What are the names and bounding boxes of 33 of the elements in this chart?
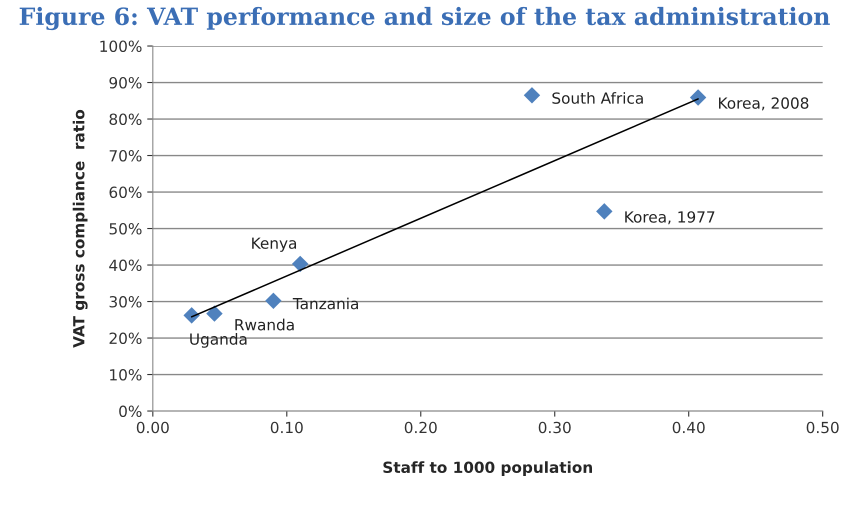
y-tick-label: 0% — [119, 406, 142, 418]
annotation: Korea, 1977 — [625, 211, 714, 224]
x-tick-label: 0.50 — [806, 422, 839, 434]
x-tick-label: 0.00 — [136, 422, 169, 434]
chart-title: Figure 6: VAT performance and size of the tax administration — [20, 6, 830, 30]
point — [206, 305, 223, 322]
x-tick-label: 0.30 — [538, 422, 571, 434]
annotation: Uganda — [190, 333, 246, 348]
x-tick-label: 0.40 — [672, 422, 705, 434]
annotation: South Africa — [552, 92, 643, 104]
x-axis-title: Staff to 1000 population — [383, 461, 592, 476]
point — [690, 89, 706, 106]
annotation: Rwanda — [235, 318, 294, 331]
x-tick-label: 0.10 — [270, 422, 303, 434]
annotation: Korea, 2008 — [719, 97, 808, 110]
y-tick-label: 40% — [109, 259, 142, 272]
y-tick-label: 70% — [110, 150, 142, 162]
point — [292, 256, 308, 272]
y-tick-label: 80% — [109, 113, 142, 126]
y-tick-label: 100% — [100, 40, 142, 52]
x-tick-label: 0.20 — [404, 422, 437, 434]
point — [596, 203, 613, 220]
point — [524, 87, 540, 104]
y-tick-label: 20% — [110, 332, 142, 344]
annotation: Tanzania — [292, 298, 358, 310]
annotation: Kenya — [252, 238, 296, 252]
y-tick-label: 60% — [110, 186, 142, 198]
y-tick-label: 10% — [110, 368, 142, 381]
point — [265, 292, 282, 310]
y-tick-label: 30% — [110, 296, 142, 308]
y-tick-label: 90% — [109, 76, 142, 89]
y-tick-label: 50% — [110, 222, 142, 235]
y-axis-title: VAT gross compliance ratio — [72, 110, 88, 348]
